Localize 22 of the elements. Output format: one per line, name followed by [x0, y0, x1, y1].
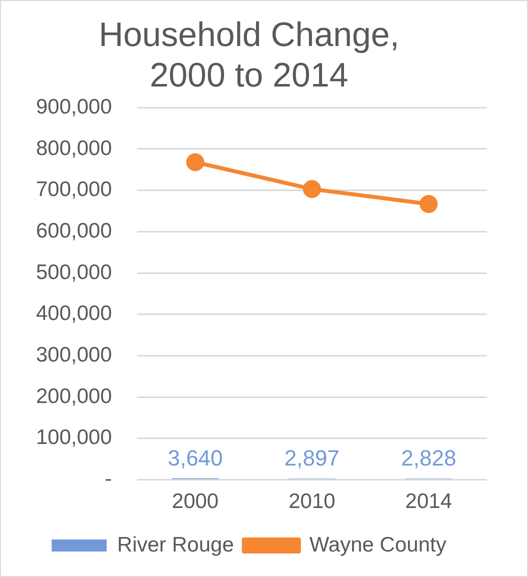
y-tick-label: 700,000 [36, 178, 112, 202]
x-tick-label: 2014 [405, 490, 452, 514]
y-tick-label: 400,000 [36, 302, 112, 326]
y-tick-label: 500,000 [36, 260, 112, 284]
y-tick-label: 100,000 [36, 426, 112, 450]
point [186, 153, 204, 172]
x-tick-label: 2010 [288, 490, 336, 514]
point [420, 194, 438, 213]
y-tick-label: 800,000 [36, 136, 112, 160]
y-tick-label: 300,000 [36, 344, 112, 367]
y-tick-label: 200,000 [36, 384, 112, 408]
legend-label: Wayne County [309, 533, 447, 556]
point [302, 180, 321, 198]
x-tick-label: 2000 [172, 490, 219, 514]
y-tick-label: 900,000 [36, 95, 112, 118]
y-tick-label: - [104, 468, 112, 491]
data-label: 3,640 [168, 445, 223, 470]
data-label: 2,897 [284, 446, 340, 471]
legend-label: River Rouge [117, 533, 234, 556]
chart-title: Household Change, 2000 to 2014 [98, 16, 400, 95]
y-tick-label: 600,000 [36, 219, 112, 242]
data-label: 2,828 [401, 446, 456, 471]
